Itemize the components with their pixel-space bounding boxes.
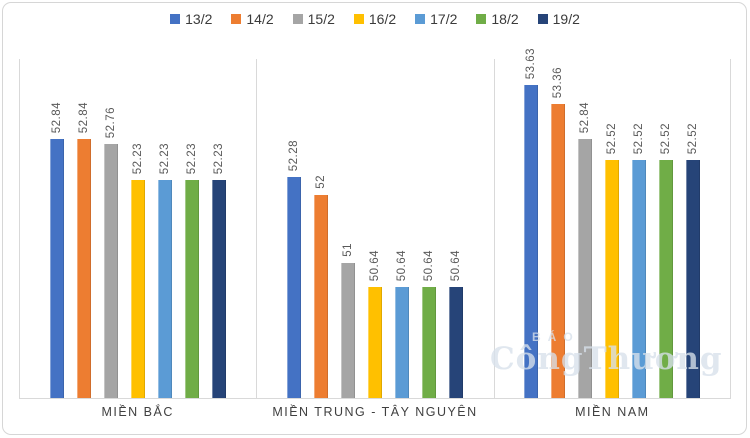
bar xyxy=(76,139,91,398)
bar-value-label: 51 xyxy=(341,243,354,257)
bar-column: 50.64 xyxy=(367,59,382,398)
bar-value-label: 52.84 xyxy=(77,101,90,133)
bar xyxy=(632,160,647,398)
bar-column: 52.84 xyxy=(578,59,593,398)
legend-label: 17/2 xyxy=(430,11,458,27)
bar-value-label: 52.23 xyxy=(158,142,171,174)
bar-column: 52.52 xyxy=(605,59,620,398)
bar xyxy=(340,263,355,398)
bar-group: 53.63 53.36 52.84 52.52 52.52 52.52 52.52 xyxy=(494,48,731,398)
bar xyxy=(157,180,172,398)
legend-color-swatch xyxy=(170,14,181,24)
legend-color-swatch xyxy=(353,14,364,24)
legend-item: 16/2 xyxy=(353,11,397,27)
bar xyxy=(367,287,382,398)
bar-value-label: 52.23 xyxy=(185,142,198,174)
bar xyxy=(394,287,409,398)
bar xyxy=(421,287,436,398)
legend-color-swatch xyxy=(537,14,548,24)
legend-color-swatch xyxy=(292,14,303,24)
bar-column: 52.84 xyxy=(76,59,91,398)
bar xyxy=(605,160,620,398)
bar-column: 52 xyxy=(313,59,328,398)
bar xyxy=(448,287,463,398)
legend-color-swatch xyxy=(415,14,426,24)
legend-item: 15/2 xyxy=(292,11,335,27)
x-axis-line xyxy=(19,398,731,399)
category-label: MIỀN BẮC xyxy=(101,405,174,419)
bar-column: 52.23 xyxy=(157,59,172,398)
bar-value-label: 52.52 xyxy=(687,122,700,154)
bar-column: 52.23 xyxy=(130,59,145,398)
legend-color-swatch xyxy=(476,14,487,24)
bar xyxy=(313,195,328,398)
bar-value-label: 52.84 xyxy=(50,101,63,133)
legend-label: 16/2 xyxy=(368,11,397,27)
bar-value-label: 53.63 xyxy=(525,47,538,79)
legend-item: 13/2 xyxy=(170,11,212,27)
category-label: MIỀN NAM xyxy=(575,405,650,419)
bar xyxy=(659,160,674,398)
bar-value-label: 52.52 xyxy=(660,122,673,154)
legend-item: 14/2 xyxy=(231,11,274,27)
bar xyxy=(211,180,226,398)
bar xyxy=(130,180,145,398)
bar-column: 50.64 xyxy=(394,59,409,398)
gridline xyxy=(730,59,731,398)
bar-value-label: 50.64 xyxy=(395,249,408,281)
bar-value-label: 52.23 xyxy=(131,142,144,174)
bar-column: 52.52 xyxy=(632,59,647,398)
bar xyxy=(103,144,118,398)
bar-column: 53.63 xyxy=(524,48,539,398)
bar xyxy=(286,177,301,398)
bar-column: 52.28 xyxy=(286,59,301,398)
bar-column: 50.64 xyxy=(448,59,463,398)
bar-column: 52.76 xyxy=(103,59,118,398)
bar-column: 52.84 xyxy=(49,59,64,398)
gridline xyxy=(494,59,495,398)
bar-column: 51 xyxy=(340,59,355,398)
bar-value-label: 52.28 xyxy=(287,139,300,171)
legend-label: 18/2 xyxy=(491,11,519,27)
legend-label: 14/2 xyxy=(246,11,274,27)
legend-item: 17/2 xyxy=(415,11,457,27)
bar-group: 52.84 52.84 52.76 52.23 52.23 52.23 52.23 xyxy=(19,59,256,398)
bar-group: 52.28 52 51 50.64 50.64 50.64 50.64 xyxy=(256,59,493,398)
bar xyxy=(49,139,64,398)
bar-column: 52.23 xyxy=(211,59,226,398)
legend-item: 18/2 xyxy=(476,11,519,27)
category-axis: MIỀN BẮC MIỀN TRUNG - TÂY NGUYÊN MIỀN NAM xyxy=(19,405,731,419)
bar-column: 53.36 xyxy=(551,59,566,398)
gridline xyxy=(256,59,257,398)
bar-column: 52.52 xyxy=(686,59,701,398)
bar xyxy=(551,104,566,398)
bar-value-label: 52.23 xyxy=(212,142,225,174)
legend-item: 19/2 xyxy=(537,11,580,27)
bar-column: 50.64 xyxy=(421,59,436,398)
bar xyxy=(578,139,593,398)
bar-value-label: 53.36 xyxy=(552,66,565,98)
bar-value-label: 50.64 xyxy=(422,249,435,281)
legend-label: 13/2 xyxy=(185,11,213,27)
legend-label: 15/2 xyxy=(307,11,335,27)
bar-column: 52.23 xyxy=(184,59,199,398)
bar-value-label: 50.64 xyxy=(449,249,462,281)
gridline xyxy=(19,59,20,398)
legend-label: 19/2 xyxy=(552,11,580,27)
bar xyxy=(524,85,539,398)
bar-value-label: 52.52 xyxy=(606,122,619,154)
bar-value-label: 50.64 xyxy=(368,249,381,281)
bar-column: 52.52 xyxy=(659,59,674,398)
bar xyxy=(184,180,199,398)
legend-color-swatch xyxy=(231,14,242,24)
bar-value-label: 52 xyxy=(314,175,327,189)
category-label: MIỀN TRUNG - TÂY NGUYÊN xyxy=(272,405,478,419)
bar xyxy=(686,160,701,398)
bar-value-label: 52.52 xyxy=(633,122,646,154)
bar-value-label: 52.76 xyxy=(104,106,117,138)
plot-area: 52.84 52.84 52.76 52.23 52.23 52.23 52.23 52.28… xyxy=(19,48,731,399)
bar-value-label: 52.84 xyxy=(579,101,592,133)
legend: 13/2 14/2 15/2 16/2 17/2 18/2 19/2 xyxy=(0,11,750,27)
